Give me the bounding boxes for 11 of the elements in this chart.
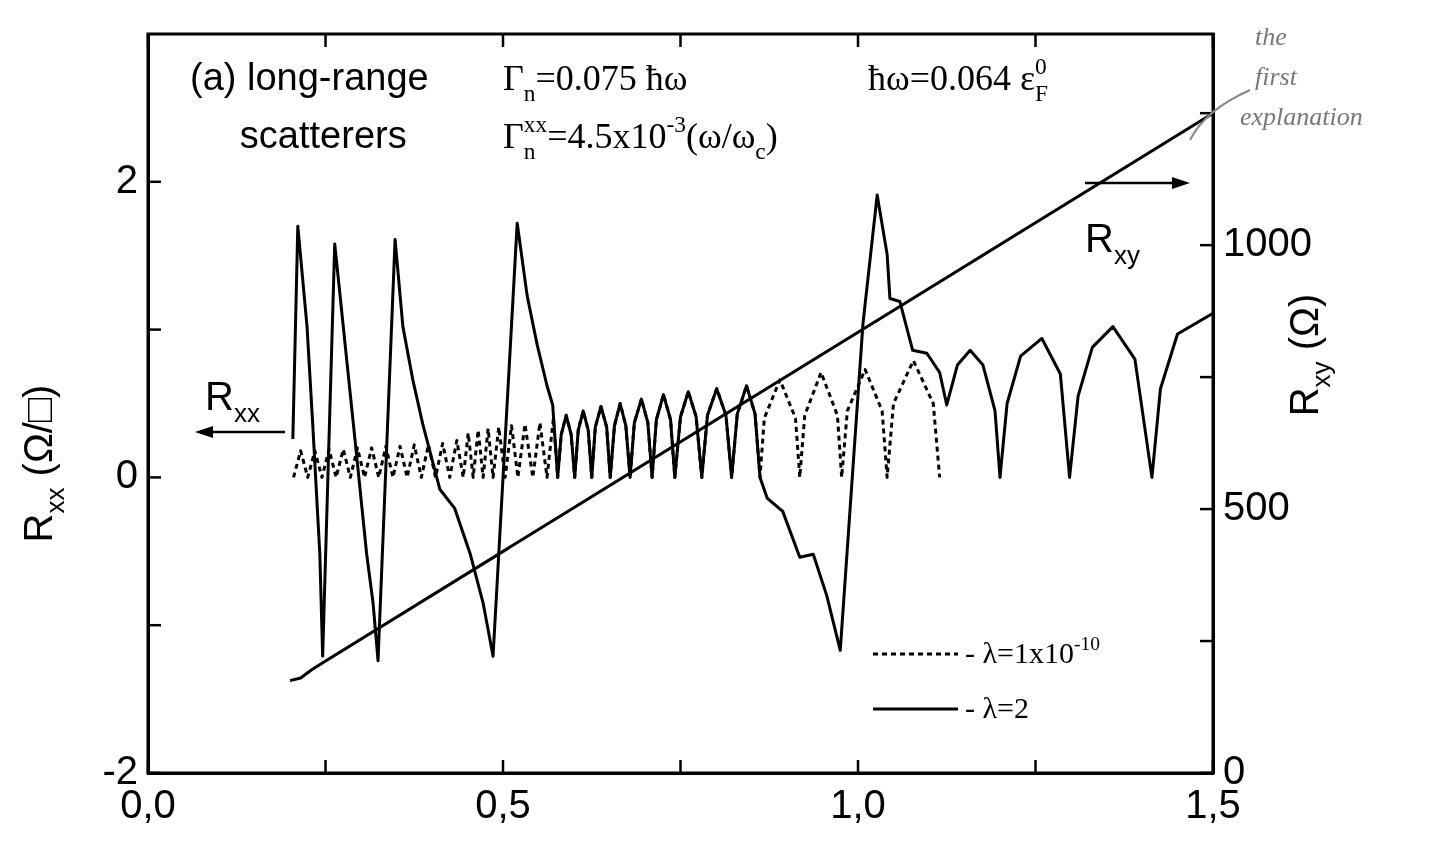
y-axis-title: Rxx (Ω/□) xyxy=(16,384,70,543)
annotation: (a) long-range scatterers xyxy=(190,56,429,156)
y2-tick-label: 500 xyxy=(1223,484,1290,529)
x-tick-label: 1,0 xyxy=(830,782,886,827)
x-tick-label: 0,5 xyxy=(475,782,531,827)
text: the first explanation xyxy=(1240,22,1363,131)
y2-axis-title: Rxy (Ω) xyxy=(1282,293,1336,417)
y-tick-label: 0 xyxy=(115,452,138,497)
legend-label: - λ=2 xyxy=(965,691,1029,724)
y2-tick-label: 1000 xyxy=(1223,220,1312,265)
y-tick-label: 2 xyxy=(115,156,138,201)
